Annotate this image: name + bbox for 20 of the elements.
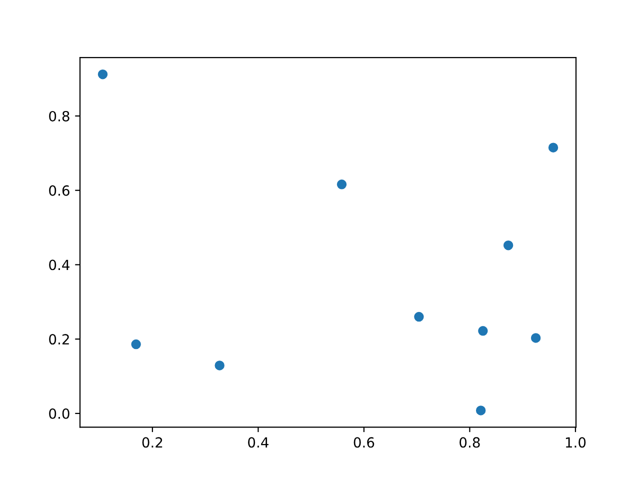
point: [98, 69, 108, 80]
x-tick-label: 0.8: [460, 437, 480, 448]
point: [214, 360, 224, 370]
y-tick-label: 0.2: [49, 334, 69, 345]
point: [548, 142, 558, 152]
y-tick-label: 0.4: [49, 260, 70, 270]
y-tick-label: 0.6: [49, 185, 70, 196]
x-tick-label: 0.4: [248, 437, 268, 448]
x-tick-label: 0.6: [354, 437, 374, 448]
y-tick-label: 0.8: [49, 110, 70, 122]
point: [503, 240, 514, 250]
point: [530, 333, 541, 343]
x-tick-label: 1.0: [566, 437, 586, 448]
x-tick-label: 0.2: [142, 437, 162, 448]
point: [336, 180, 347, 190]
point: [476, 406, 486, 416]
point: [414, 312, 424, 322]
point: [131, 339, 141, 350]
point: [478, 326, 488, 336]
y-tick-label: 0.0: [49, 408, 70, 419]
